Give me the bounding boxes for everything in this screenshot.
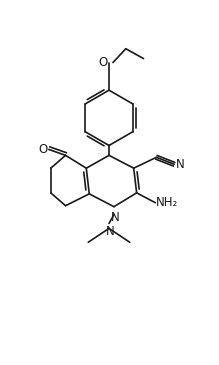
Text: N: N [176, 158, 184, 171]
Text: N: N [106, 226, 114, 238]
Text: N: N [111, 211, 119, 224]
Text: NH₂: NH₂ [156, 196, 178, 209]
Text: O: O [38, 143, 48, 156]
Text: O: O [99, 56, 108, 69]
